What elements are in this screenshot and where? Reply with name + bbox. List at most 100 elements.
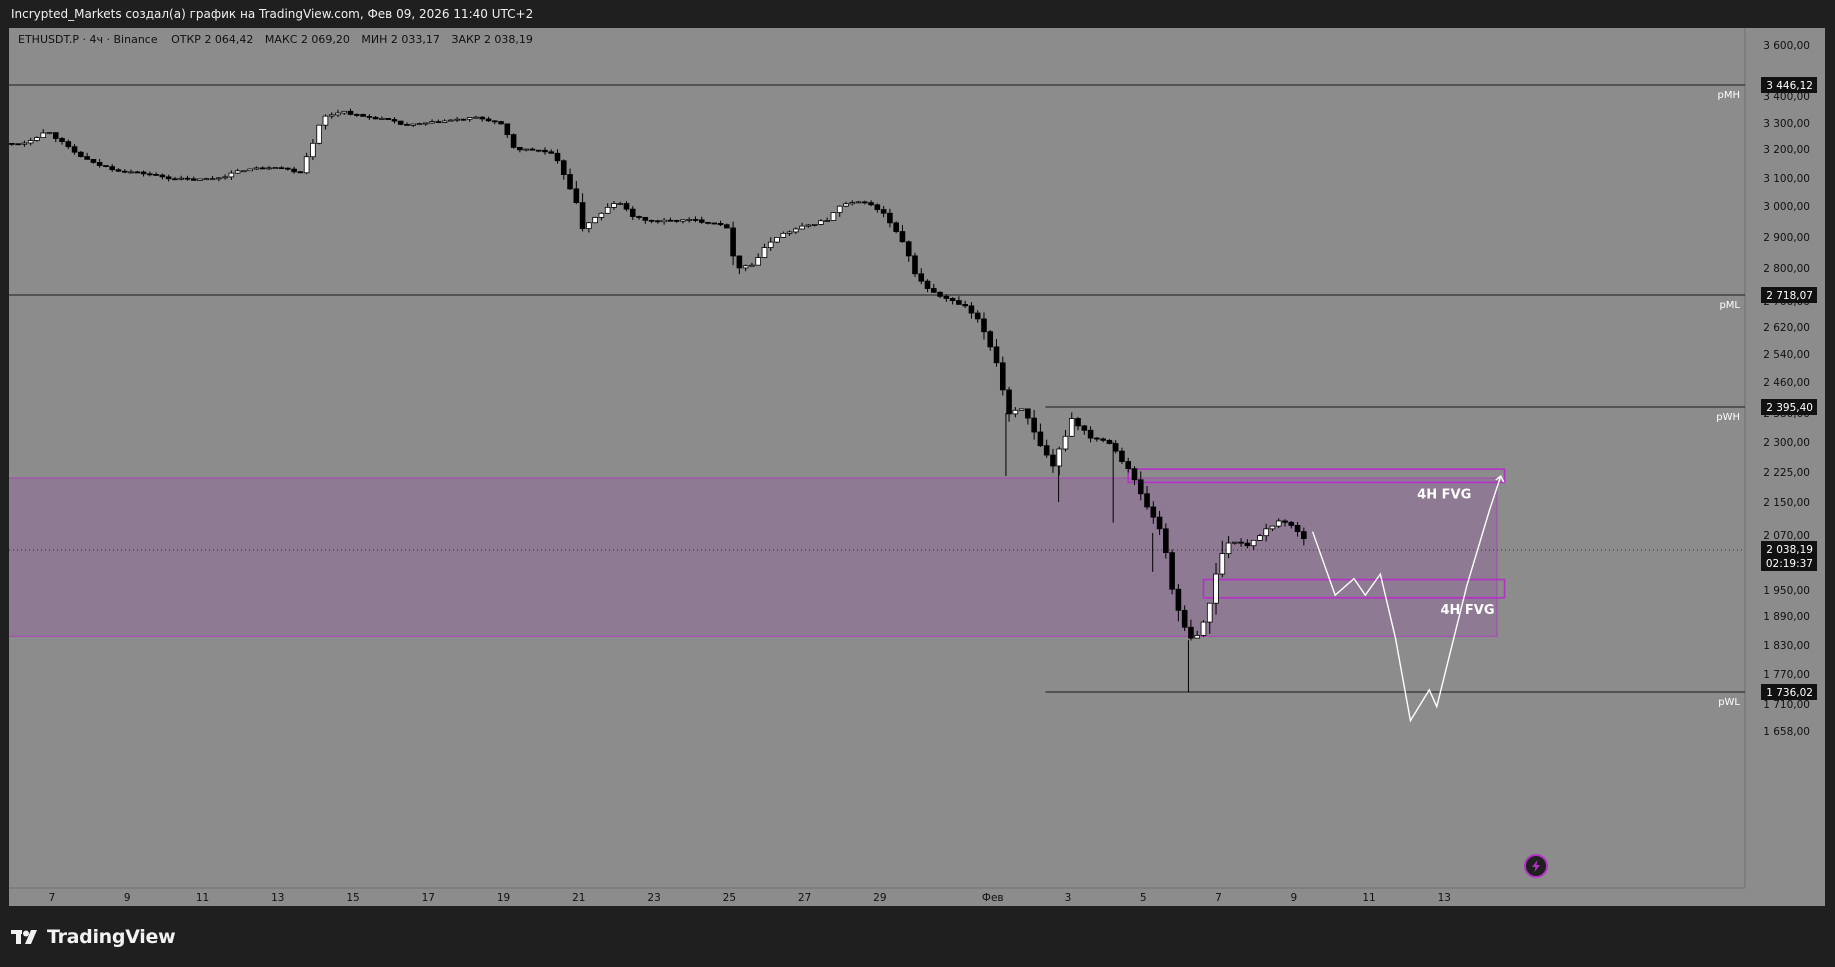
- candle-body: [1213, 573, 1219, 604]
- time-tick-label: 11: [1362, 892, 1375, 904]
- candle-body: [178, 177, 184, 180]
- candle-body: [636, 216, 642, 218]
- candle-body: [698, 219, 705, 223]
- candle-body: [736, 255, 743, 269]
- candle-body: [1106, 439, 1113, 444]
- candle-body: [818, 220, 824, 225]
- price-tick-label: 2 225,00: [1763, 467, 1810, 479]
- time-tick-label: 25: [723, 892, 736, 904]
- lightning-icon[interactable]: [1524, 854, 1548, 878]
- candle-body: [579, 202, 586, 229]
- price-axis[interactable]: [1745, 28, 1825, 888]
- candle-body: [592, 216, 598, 224]
- legend-separator: ·: [107, 33, 114, 46]
- candle-body: [216, 177, 222, 180]
- candle-body: [1206, 602, 1213, 623]
- candle-body: [811, 224, 818, 226]
- candle-body: [172, 178, 178, 181]
- candle-body: [717, 223, 724, 226]
- candle-body: [993, 346, 1000, 364]
- candle-body: [1150, 506, 1157, 518]
- legend-separator: ·: [83, 33, 90, 46]
- candle-body: [1131, 468, 1138, 481]
- candle-body: [1137, 479, 1144, 495]
- candle-body: [780, 232, 787, 238]
- level-price-label: 2 395,40: [1766, 402, 1813, 414]
- candle-body: [34, 137, 40, 141]
- candle-body: [1087, 429, 1094, 439]
- time-tick-label: 21: [572, 892, 585, 904]
- candle-body: [529, 148, 536, 151]
- time-tick-label: 27: [798, 892, 811, 904]
- candle-body: [27, 140, 34, 144]
- time-tick-label: 15: [346, 892, 359, 904]
- candle-body: [1125, 461, 1132, 470]
- candle-body: [1188, 626, 1194, 639]
- candle-body: [956, 300, 962, 305]
- candle-body: [1238, 541, 1244, 544]
- candle-body: [880, 209, 887, 214]
- price-tick-label: 2 900,00: [1763, 232, 1810, 244]
- candle-body: [1100, 438, 1106, 441]
- candle-body: [749, 264, 755, 267]
- price-tick-label: 2 150,00: [1763, 497, 1810, 509]
- candle-body: [78, 151, 84, 157]
- price-tick-label: 3 000,00: [1763, 201, 1810, 213]
- candle-body: [498, 121, 504, 125]
- candle-body: [510, 134, 517, 148]
- candle-body: [422, 122, 429, 125]
- candle-body: [96, 162, 103, 166]
- candle-body: [278, 167, 285, 170]
- candle-body: [724, 224, 730, 229]
- time-tick-label: 19: [497, 892, 510, 904]
- candle-body: [767, 241, 774, 248]
- price-tick-label: 3 400,00: [1763, 91, 1810, 103]
- candle-body: [1194, 635, 1201, 639]
- candle-body: [924, 280, 931, 289]
- candle-body: [71, 146, 78, 153]
- candle-body: [830, 212, 837, 221]
- time-axis[interactable]: [9, 888, 1825, 906]
- candle-body: [153, 174, 159, 176]
- candle-body: [793, 228, 799, 233]
- candle-body: [1169, 552, 1175, 590]
- candle-body: [222, 176, 228, 179]
- candle-body: [617, 203, 624, 205]
- legend-text: ETHUSDT.P · 4ч · Binance ОТКР 2 064,42 М…: [18, 33, 533, 46]
- time-tick-label: 23: [647, 892, 660, 904]
- candle-body: [987, 331, 994, 348]
- candle-body: [899, 231, 906, 243]
- candle-body: [567, 174, 573, 190]
- chart-frame[interactable]: 3 600,00 3 400,00 3 300,00 3 200,00 3 100,00…: [9, 28, 1825, 906]
- candle-body: [147, 173, 153, 176]
- candle-body: [1200, 621, 1207, 636]
- candle-body: [686, 219, 693, 221]
- level-tag-pml: pML: [1719, 300, 1740, 311]
- candle-body: [642, 216, 649, 221]
- price-tick-label: 2 540,00: [1763, 349, 1810, 361]
- candle-body: [1282, 520, 1288, 523]
- candle-body: [121, 170, 128, 173]
- candle-body: [573, 188, 580, 203]
- time-tick-label: 17: [422, 892, 435, 904]
- candle-body: [228, 172, 235, 178]
- legend-open-value: 2 064,42: [204, 33, 253, 46]
- candle-body: [491, 120, 498, 123]
- candle-body: [15, 143, 21, 146]
- candle-body: [1025, 408, 1031, 419]
- candle-body: [1081, 425, 1088, 431]
- candle-body: [466, 117, 473, 120]
- legend-symbol: ETHUSDT.P: [18, 33, 79, 46]
- plot-area[interactable]: [9, 28, 1745, 888]
- tradingview-brand[interactable]: TradingView: [11, 926, 176, 948]
- price-chart[interactable]: 3 600,00 3 400,00 3 300,00 3 200,00 3 100,00…: [9, 28, 1825, 906]
- candle-body: [824, 220, 830, 222]
- level-tag-pwl: pWL: [1718, 697, 1740, 708]
- legend-interval: 4ч: [90, 33, 104, 46]
- candle-body: [843, 203, 849, 207]
- candle-body: [1181, 609, 1188, 628]
- candle-body: [479, 116, 486, 120]
- candle-body: [272, 167, 279, 170]
- candle-body: [140, 171, 147, 175]
- level-price-badge: [1761, 684, 1817, 700]
